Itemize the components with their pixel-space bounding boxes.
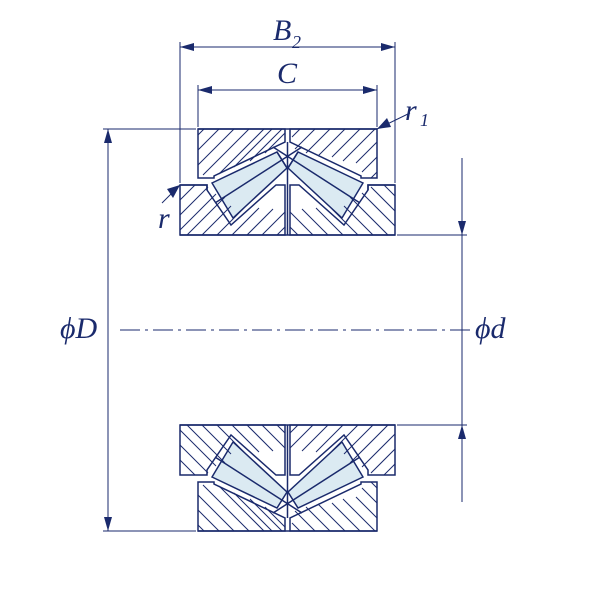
label-r1: r	[405, 94, 417, 127]
bearing-diagram: B 2 C r 1 r ϕD ϕd	[0, 0, 600, 600]
label-B2-sub: 2	[292, 32, 301, 52]
label-r1-sub: 1	[420, 110, 429, 130]
lower-half	[180, 425, 395, 531]
label-B2: B	[273, 14, 291, 47]
label-phid: ϕd	[475, 312, 507, 345]
label-phiD: ϕD	[60, 312, 98, 345]
label-C: C	[277, 57, 298, 90]
label-r: r	[158, 202, 170, 235]
